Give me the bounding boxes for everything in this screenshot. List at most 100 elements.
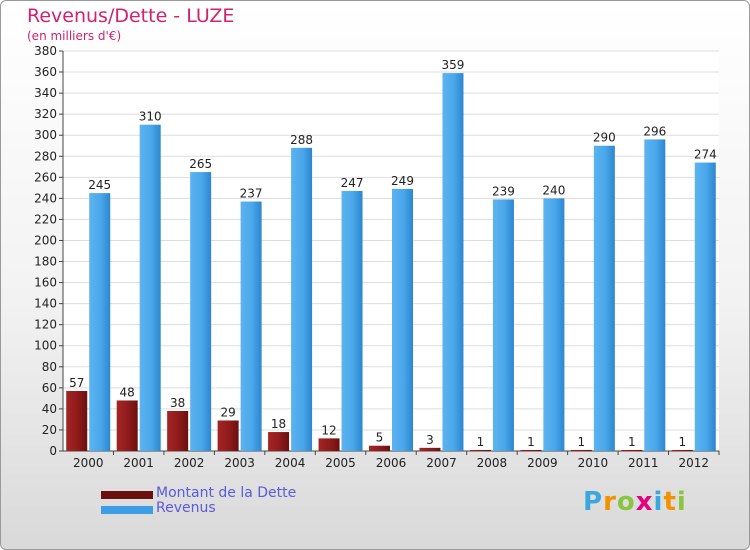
- debt-bar: [419, 447, 441, 451]
- y-tick-label: 220: [34, 212, 57, 226]
- y-tick-label: 180: [34, 255, 57, 269]
- legend-swatch-revenue: [101, 506, 153, 514]
- revenue-value-label: 265: [189, 157, 212, 171]
- debt-bar: [66, 391, 88, 451]
- debt-bar: [671, 449, 693, 451]
- revenue-bar: [492, 199, 514, 451]
- debt-bar: [520, 449, 542, 451]
- y-tick-label: 340: [34, 86, 57, 100]
- revenue-bar: [694, 162, 716, 451]
- debt-value-label: 1: [578, 435, 586, 449]
- revenue-value-label: 247: [341, 176, 364, 190]
- logo-letter: x: [635, 487, 654, 517]
- y-tick-label: 360: [34, 65, 57, 79]
- revenue-bar: [190, 172, 212, 452]
- debt-value-label: 1: [678, 435, 686, 449]
- y-tick-label: 80: [42, 360, 57, 374]
- logo-letter: t: [663, 487, 677, 517]
- revenue-value-label: 239: [492, 184, 515, 198]
- revenue-bar: [543, 198, 565, 451]
- logo-letter: o: [616, 487, 636, 517]
- revenue-bar: [392, 188, 413, 452]
- legend-label-debt: Montant de la Dette: [156, 485, 297, 501]
- chart-subtitle: (en milliers d'€): [27, 29, 122, 43]
- revenue-bar: [291, 147, 313, 451]
- y-tick-label: 280: [34, 149, 57, 163]
- legend-swatch-debt: [101, 491, 153, 499]
- revenue-bar: [644, 139, 666, 451]
- debt-bar: [167, 411, 189, 451]
- revenue-value-label: 310: [139, 110, 162, 124]
- debt-value-label: 48: [120, 385, 135, 399]
- debt-bar: [217, 420, 239, 451]
- x-tick-label: 2007: [426, 456, 457, 470]
- revenue-value-label: 237: [240, 187, 263, 201]
- y-tick-label: 240: [34, 191, 57, 205]
- debt-value-label: 29: [220, 405, 235, 419]
- y-tick-label: 200: [34, 233, 57, 247]
- x-tick-label: 2010: [578, 456, 609, 470]
- x-tick-label: 2012: [678, 456, 709, 470]
- x-tick-label: 2009: [527, 456, 558, 470]
- revenue-bar: [139, 124, 161, 452]
- x-tick-label: 2001: [123, 456, 154, 470]
- x-tick-label: 2006: [376, 456, 407, 470]
- logo-letter: i: [653, 487, 664, 517]
- revenue-value-label: 245: [88, 178, 111, 192]
- x-tick-label: 2011: [628, 456, 659, 470]
- y-tick-label: 120: [34, 318, 57, 332]
- debt-value-label: 57: [69, 376, 84, 390]
- logo-letter: i: [676, 487, 687, 517]
- revenue-bar: [89, 193, 111, 451]
- revenue-value-label: 290: [593, 131, 616, 145]
- x-tick-label: 2002: [174, 456, 205, 470]
- revenue-bar: [593, 145, 615, 451]
- chart-title: Revenus/Dette - LUZE: [27, 5, 235, 27]
- y-tick-label: 100: [34, 339, 57, 353]
- proxiti-logo: Proxiti: [583, 487, 687, 517]
- revenue-bar: [240, 201, 262, 451]
- y-tick-label: 0: [49, 444, 57, 458]
- y-tick-label: 40: [42, 402, 57, 416]
- debt-bar: [116, 400, 138, 451]
- debt-value-label: 5: [376, 431, 384, 445]
- logo-letter: P: [583, 487, 604, 517]
- y-tick-label: 60: [42, 381, 57, 395]
- revenue-value-label: 359: [442, 58, 465, 72]
- debt-value-label: 12: [321, 423, 336, 437]
- revenue-value-label: 274: [694, 148, 717, 162]
- debt-bar: [621, 449, 643, 451]
- x-tick-label: 2003: [224, 456, 255, 470]
- y-tick-label: 20: [42, 423, 57, 437]
- x-tick-label: 2005: [325, 456, 356, 470]
- debt-bar: [268, 432, 290, 451]
- x-tick-label: 2004: [275, 456, 306, 470]
- x-tick-label: 2008: [477, 456, 508, 470]
- y-tick-label: 380: [34, 44, 57, 58]
- debt-value-label: 18: [271, 417, 286, 431]
- y-tick-label: 260: [34, 170, 57, 184]
- y-tick-label: 160: [34, 276, 57, 290]
- logo-letter: r: [603, 487, 617, 517]
- debt-bar: [369, 445, 390, 451]
- revenue-bar: [341, 191, 363, 451]
- debt-value-label: 1: [477, 435, 485, 449]
- revenue-value-label: 296: [643, 124, 666, 138]
- revenue-value-label: 240: [542, 183, 565, 197]
- debt-value-label: 3: [426, 433, 434, 447]
- debt-value-label: 1: [527, 435, 535, 449]
- y-tick-label: 300: [34, 128, 57, 142]
- debt-value-label: 38: [170, 396, 185, 410]
- x-tick-label: 2000: [73, 456, 104, 470]
- debt-bar: [469, 449, 491, 451]
- legend-label-revenue: Revenus: [156, 500, 216, 516]
- debt-bar: [570, 449, 592, 451]
- revenue-value-label: 288: [290, 133, 313, 147]
- y-tick-label: 320: [34, 107, 57, 121]
- debt-bar: [318, 438, 340, 451]
- revenue-bar: [442, 73, 464, 452]
- debt-value-label: 1: [628, 435, 636, 449]
- revenue-value-label: 249: [391, 174, 414, 188]
